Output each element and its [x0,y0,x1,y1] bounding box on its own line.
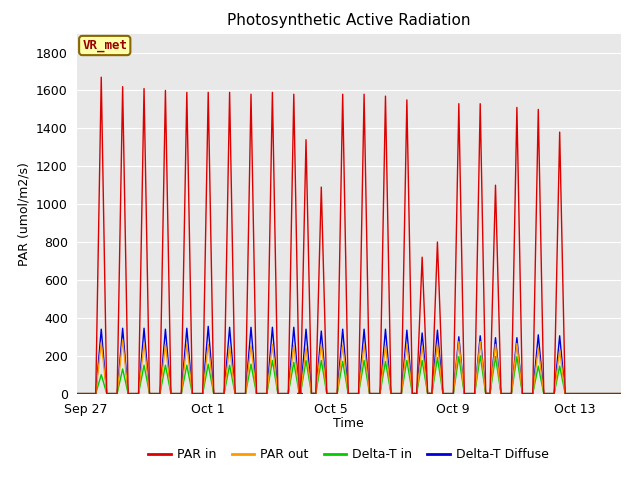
Legend: PAR in, PAR out, Delta-T in, Delta-T Diffuse: PAR in, PAR out, Delta-T in, Delta-T Dif… [143,443,554,466]
Y-axis label: PAR (umol/m2/s): PAR (umol/m2/s) [17,162,30,265]
X-axis label: Time: Time [333,417,364,430]
Title: Photosynthetic Active Radiation: Photosynthetic Active Radiation [227,13,470,28]
Text: VR_met: VR_met [82,39,127,52]
